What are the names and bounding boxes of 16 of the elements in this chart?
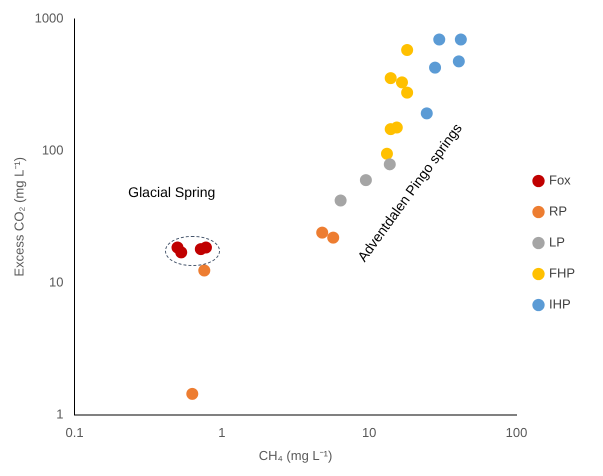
x-tick-label: 10 — [362, 425, 376, 440]
legend-label: FHP — [549, 266, 575, 281]
legend-label: IHP — [549, 296, 571, 312]
annotation: Glacial Spring — [128, 184, 216, 200]
legend-label: LP — [549, 234, 565, 250]
legend-label: Fox — [549, 172, 572, 188]
y-axis-title: Excess CO₂ (mg L⁻¹) — [11, 157, 26, 277]
y-tick-label: 1 — [56, 406, 64, 422]
y-tick-label: 10 — [49, 274, 64, 290]
x-tick-label: 100 — [506, 425, 528, 440]
x-axis-title: CH₄ (mg L⁻¹) — [258, 448, 332, 463]
y-tick-label: 1000 — [34, 10, 64, 26]
x-tick-label: 0.1 — [65, 425, 84, 440]
x-tick-label: 1 — [218, 425, 226, 440]
legend-label: RP — [549, 204, 568, 219]
y-tick-label: 100 — [42, 142, 64, 158]
